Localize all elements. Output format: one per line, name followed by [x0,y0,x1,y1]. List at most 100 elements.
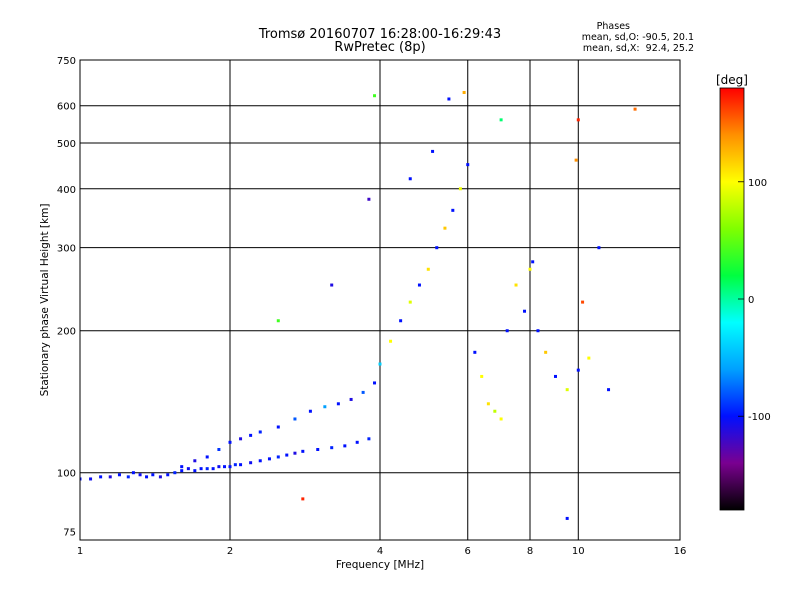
data-point [367,437,371,441]
chart-title: Tromsø 20160707 16:28:00-16:29:43 [258,27,502,42]
x-tick-label: 1 [77,546,83,557]
data-point [126,475,130,479]
data-point [117,473,121,477]
data-point [249,461,253,465]
data-point [316,447,320,451]
data-point [166,473,170,477]
data-point [523,309,527,313]
data-point [276,319,280,323]
data-point [349,397,353,401]
chart-subtitle: RwPretec (8p) [334,40,426,55]
grid-lines [80,60,680,540]
y-tick-label: 300 [57,244,76,255]
data-point [276,425,280,429]
x-tick-label: 2 [227,546,233,557]
data-point [228,440,232,444]
data-point [451,208,455,212]
data-point [435,246,439,250]
data-point [80,477,82,481]
data-point [431,149,435,153]
data-point [581,300,585,304]
data-point [293,417,297,421]
data-point [343,444,347,448]
data-point [233,463,237,467]
data-point [217,447,221,451]
data-point [466,163,470,167]
data-point [336,402,340,406]
data-point [323,405,327,409]
data-point [553,374,557,378]
data-point [531,260,535,264]
data-point [493,409,497,413]
data-point [330,446,334,450]
colorbar-tick-label: 100 [748,178,767,189]
data-point [607,388,611,392]
data-point [426,267,430,271]
data-point [355,440,359,444]
data-point [565,516,569,520]
data-point [576,368,580,372]
data-point [408,177,412,181]
phases-stat-o: mean, sd,O: -90.5, 20.1 [581,32,694,43]
data-point [399,319,403,323]
data-point [138,473,142,477]
data-point [576,118,580,122]
data-point [378,362,382,366]
phases-title: Phases [596,21,630,32]
data-point [417,283,421,287]
x-tick-label: 6 [465,546,471,557]
data-point [308,409,312,413]
y-axis: 75 100 200 300 400 500 600 750 [57,56,76,539]
y-tick-label: 100 [57,469,76,480]
data-point [180,469,184,473]
data-point [373,381,377,385]
data-point [239,463,243,467]
x-tick-label: 4 [377,546,383,557]
data-point [249,433,253,437]
data-point [205,467,209,471]
data-point [565,388,569,392]
data-point [505,329,509,333]
data-point [544,350,548,354]
data-point [223,465,227,469]
data-point [205,455,209,459]
data-point [131,471,135,475]
y-axis-label: Stationary phase Virtual Height [km] [39,204,51,397]
data-point [330,283,334,287]
y-tick-label: 200 [57,327,76,338]
data-point [633,107,637,111]
y-tick-label: 500 [57,139,76,150]
data-point [180,465,184,469]
data-point [151,473,155,477]
data-point [587,356,591,360]
data-point [499,417,503,421]
data-point [89,477,93,481]
data-point [361,390,365,394]
y-tick-label: 75 [63,528,76,539]
data-point [480,374,484,378]
data-point [293,451,297,455]
data-point [108,475,112,479]
data-point [258,430,262,434]
data-point [193,469,197,473]
data-point [514,283,518,287]
plot-frame [79,59,681,541]
y-tick-label: 400 [57,185,76,196]
x-tick-label: 8 [527,546,533,557]
data-point [447,97,451,101]
data-point [145,475,149,479]
data-point [239,437,243,441]
data-point [285,453,289,457]
data-point [367,197,371,201]
data-point [458,187,462,191]
colorbar-unit: [deg] [716,73,748,87]
data-point [574,158,578,162]
data-point [276,455,280,459]
data-point [528,267,532,271]
data-point [536,329,540,333]
data-point [193,459,197,463]
data-point [373,94,377,98]
data-point [211,467,215,471]
data-point [301,449,305,453]
data-points [80,90,637,520]
